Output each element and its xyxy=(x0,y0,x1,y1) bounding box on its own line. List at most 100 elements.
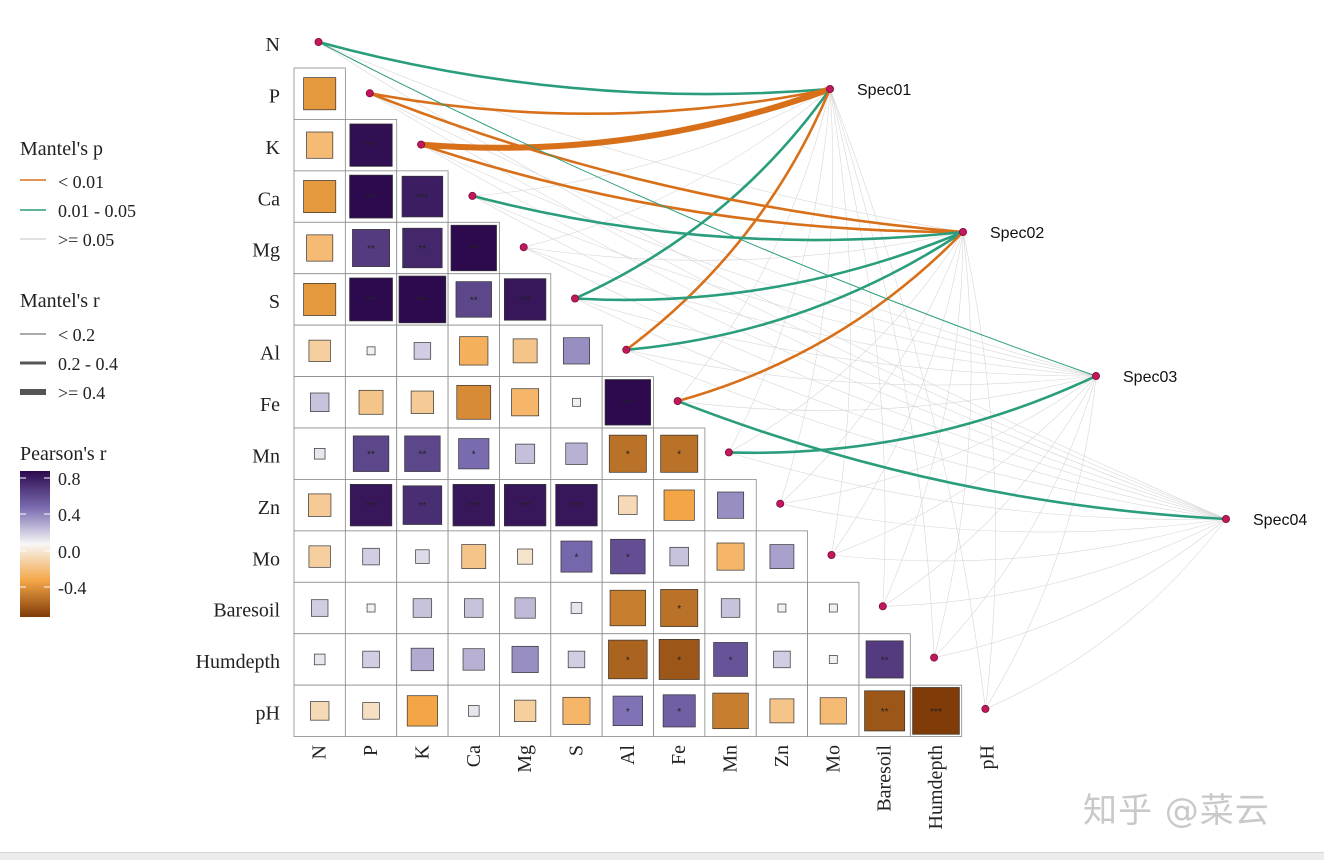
correlation-square xyxy=(352,229,390,267)
variable-node xyxy=(776,499,785,508)
legend-r-title: Mantel's r xyxy=(20,290,100,312)
species-label: Spec03 xyxy=(1123,369,1177,386)
column-label: Zn xyxy=(771,745,793,767)
link-nonsignificant xyxy=(369,93,1227,520)
variable-node xyxy=(519,243,528,252)
link-nonsignificant xyxy=(829,88,935,658)
link-nonsignificant xyxy=(677,375,1097,411)
row-label: Baresoil xyxy=(213,600,280,622)
significance-label: *** xyxy=(365,141,377,152)
correlation-square xyxy=(720,598,741,618)
correlation-square xyxy=(308,545,331,568)
correlation-square xyxy=(413,342,432,360)
link-nonsignificant xyxy=(728,452,1227,520)
row-label: Mn xyxy=(252,445,280,467)
link-significant xyxy=(676,230,965,403)
correlation-square xyxy=(464,598,484,618)
correlation-square xyxy=(713,642,748,677)
legend-pearson-tick-4: -0.4 xyxy=(58,578,87,598)
column-label: Ca xyxy=(463,745,485,767)
correlation-square xyxy=(303,180,337,214)
significance-label: ** xyxy=(419,501,427,512)
legend-r-label-3: >= 0.4 xyxy=(58,383,105,403)
link-nonsignificant xyxy=(831,231,964,556)
correlation-square xyxy=(349,277,393,322)
link-nonsignificant xyxy=(626,349,1097,386)
variable-node xyxy=(571,294,580,303)
correlation-square xyxy=(658,639,700,680)
correlation-square xyxy=(306,131,334,159)
link-nonsignificant xyxy=(933,231,972,658)
column-label: Al xyxy=(617,745,639,765)
correlation-square xyxy=(660,434,699,473)
legend-p-label-1: < 0.01 xyxy=(58,172,104,192)
species-node xyxy=(1092,371,1101,380)
correlation-square xyxy=(662,694,696,728)
legend-pearson-colorbar xyxy=(20,471,50,617)
correlation-matrix: ****** ***** ** ****** *** ** ******** ** * * ****… xyxy=(293,67,963,737)
significance-label: ** xyxy=(881,655,889,666)
correlation-square xyxy=(512,338,538,364)
correlation-square xyxy=(398,275,447,324)
link-significant xyxy=(727,374,1098,455)
species-label: Spec02 xyxy=(990,225,1044,242)
correlation-square xyxy=(511,645,539,673)
correlation-square xyxy=(406,695,438,727)
correlation-square xyxy=(717,491,745,519)
legend-pearson-tick-3: 0.0 xyxy=(58,542,81,562)
correlation-square xyxy=(366,603,376,613)
legend-pearson-tick-1: 0.8 xyxy=(58,469,81,489)
link-nonsignificant xyxy=(882,375,1097,607)
correlation-square xyxy=(410,390,435,414)
variable-node xyxy=(930,653,939,662)
correlation-square xyxy=(912,687,960,735)
significance-label: *** xyxy=(417,193,429,204)
link-nonsignificant xyxy=(472,195,1097,377)
legend: Mantel's p < 0.01 0.01 - 0.05 >= 0.05 Ma… xyxy=(20,138,136,617)
link-nonsignificant xyxy=(369,93,1097,377)
column-label: S xyxy=(565,745,587,756)
significance-label: *** xyxy=(519,501,531,512)
correlation-square xyxy=(308,339,331,362)
correlation-square xyxy=(612,695,643,727)
correlation-square xyxy=(303,282,337,316)
correlation-square xyxy=(410,647,435,672)
legend-r-label-2: 0.2 - 0.4 xyxy=(58,354,118,374)
correlation-square xyxy=(349,174,393,219)
link-nonsignificant xyxy=(780,375,1097,504)
row-label: Fe xyxy=(260,394,280,416)
significance-label: *** xyxy=(519,295,531,306)
row-label: N xyxy=(266,34,280,56)
significance-label: * xyxy=(677,604,681,615)
variable-node xyxy=(468,191,477,200)
row-label: K xyxy=(266,137,281,159)
significance-label: ** xyxy=(367,244,375,255)
significance-label: ** xyxy=(470,295,478,306)
link-nonsignificant xyxy=(574,298,1227,520)
correlation-square xyxy=(610,538,646,575)
matrix-cell xyxy=(704,479,757,532)
link-nonsignificant xyxy=(420,144,1097,377)
correlation-square xyxy=(450,224,497,272)
row-label: Humdepth xyxy=(196,651,280,673)
correlation-square xyxy=(604,379,651,426)
row-label: P xyxy=(269,85,280,107)
legend-p-label-2: 0.01 - 0.05 xyxy=(58,201,136,221)
row-label: Mo xyxy=(252,548,280,570)
column-label: Mo xyxy=(822,745,844,773)
significance-label: *** xyxy=(930,707,942,718)
correlation-square xyxy=(514,699,537,722)
correlation-square xyxy=(459,336,489,366)
significance-label: ** xyxy=(419,450,427,461)
correlation-square xyxy=(310,392,330,412)
significance-label: ** xyxy=(367,450,375,461)
link-nonsignificant xyxy=(831,518,1227,562)
significance-label: *** xyxy=(468,501,480,512)
variable-node xyxy=(724,448,733,457)
axis-labels: N N P P K K Ca Ca Mg Mg S S Al Al Fe Fe Mn Mn Zn Zn Mo Mo Bare… xyxy=(196,34,999,829)
variable-node xyxy=(878,602,887,611)
correlation-square xyxy=(567,650,586,669)
watermark-text: 知乎 @菜云 xyxy=(1083,791,1270,831)
correlation-square xyxy=(565,442,588,465)
column-label: Mg xyxy=(514,745,536,773)
